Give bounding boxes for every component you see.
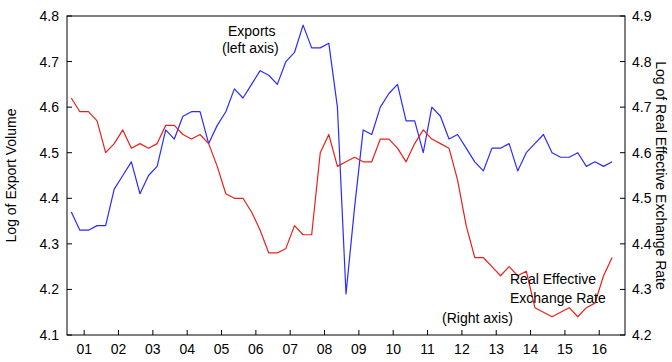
x-tick-label: 09	[351, 341, 367, 357]
x-tick-label: 05	[214, 341, 230, 357]
y2-tick	[620, 335, 625, 336]
y-tick	[67, 107, 72, 108]
x-tick	[221, 330, 222, 335]
x-tick-label: 04	[179, 341, 195, 357]
y2-tick-label: 4.3	[632, 281, 652, 297]
y2-tick-label: 4.7	[632, 99, 652, 115]
y-tick	[67, 198, 72, 199]
y-axis-title: Log of Export Volume	[3, 108, 19, 242]
x-tick-label: 13	[488, 341, 504, 357]
x-tick-label: 02	[111, 341, 127, 357]
y-tick-label: 4.5	[40, 145, 60, 161]
y-tick-label: 4.7	[40, 54, 60, 70]
y2-tick	[620, 289, 625, 290]
x-tick	[84, 330, 85, 335]
x-tick-label: 10	[385, 341, 401, 357]
y2-tick-label: 4.8	[632, 54, 652, 70]
x-tick-label: 14	[523, 341, 539, 357]
annotation: Real Effective	[510, 271, 596, 287]
y2-tick-label: 4.6	[632, 145, 652, 161]
y-tick-label: 4.1	[40, 327, 60, 343]
annotation: Exchange Rate	[510, 290, 606, 306]
x-tick-label: 08	[317, 341, 333, 357]
y2-axis-title: Log of Real Effective Exchange Rate	[653, 61, 669, 290]
y-tick-label: 4.4	[40, 190, 60, 206]
x-tick-label: 06	[248, 341, 264, 357]
series-group	[71, 25, 612, 317]
x-tick	[290, 330, 291, 335]
y2-tick-label: 4.4	[632, 236, 652, 252]
y-tick	[67, 335, 72, 336]
x-tick-label: 07	[282, 341, 298, 357]
x-tick-label: 11	[420, 341, 435, 357]
y2-tick	[620, 152, 625, 153]
x-tick	[530, 330, 531, 335]
y2-tick-label: 4.5	[632, 190, 652, 206]
plot-frame	[67, 16, 625, 335]
x-tick	[393, 330, 394, 335]
y-tick	[67, 289, 72, 290]
x-tick	[564, 330, 565, 335]
x-tick	[358, 330, 359, 335]
x-tick-label: 15	[557, 341, 573, 357]
y2-tick	[620, 107, 625, 108]
series-line	[71, 98, 612, 317]
y2-tick-label: 4.2	[632, 327, 652, 343]
y2-tick	[620, 198, 625, 199]
y2-tick	[620, 243, 625, 244]
series-line	[71, 25, 612, 294]
x-tick	[324, 330, 325, 335]
y-tick	[67, 152, 72, 153]
y2-tick	[620, 16, 625, 17]
y2-tick-label: 4.9	[632, 8, 652, 24]
y-tick-label: 4.6	[40, 99, 60, 115]
y-tick-label: 4.3	[40, 236, 60, 252]
x-tick-label: 12	[454, 341, 470, 357]
x-tick	[187, 330, 188, 335]
x-tick	[427, 330, 428, 335]
x-tick	[599, 330, 600, 335]
y2-tick	[620, 61, 625, 62]
y-tick-label: 4.2	[40, 281, 60, 297]
x-tick-label: 16	[591, 341, 607, 357]
y-tick	[67, 243, 72, 244]
x-tick-label: 03	[145, 341, 161, 357]
x-tick	[152, 330, 153, 335]
x-tick	[461, 330, 462, 335]
annotation: (left axis)	[222, 40, 279, 56]
y-tick	[67, 61, 72, 62]
annotation: (Right axis)	[442, 310, 513, 326]
x-tick	[255, 330, 256, 335]
chart: 4.1 4.2 4.3 4.4 4.5 4.6 4.7 4.8 4.2 4.3 4.4 4.5 4.6 4…	[0, 0, 672, 362]
x-tick	[118, 330, 119, 335]
x-tick-label: 01	[76, 341, 92, 357]
y-tick	[67, 16, 72, 17]
x-tick	[496, 330, 497, 335]
y-tick-label: 4.8	[40, 8, 60, 24]
annotation: Exports	[228, 23, 275, 39]
